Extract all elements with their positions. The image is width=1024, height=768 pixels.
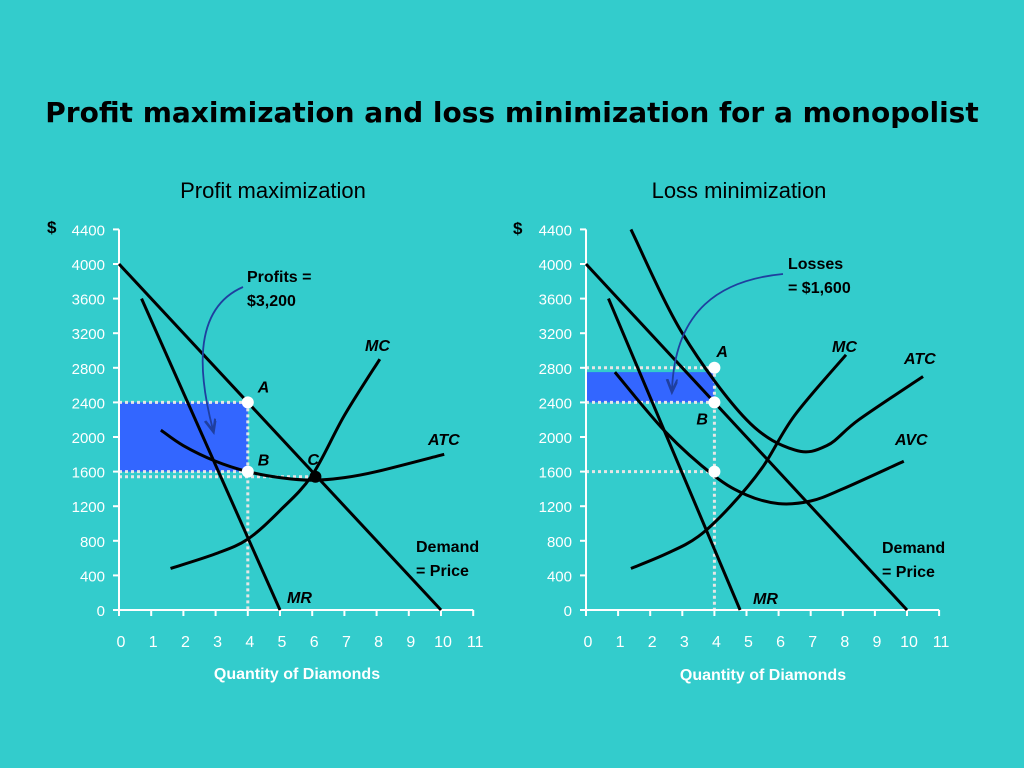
point-a-loss	[708, 361, 721, 374]
point-marker-loss	[708, 465, 721, 478]
curve-mr-profit	[140, 297, 282, 611]
x-tick-label-loss: 8	[840, 634, 849, 651]
x-tick-label-profit: 1	[149, 634, 158, 651]
x-tick-label-loss: 2	[648, 634, 657, 651]
curve-demand-price-profit	[117, 262, 443, 612]
y-axis-label-loss: $	[513, 219, 523, 238]
annotation-arrow-profit	[201, 286, 244, 430]
y-tick-label-profit: 3600	[72, 292, 105, 309]
curve-label-demand-price-profit: = Price	[416, 563, 469, 580]
curve-mc-profit	[170, 358, 382, 570]
y-tick-label-profit: 1200	[72, 499, 105, 516]
curve-label-demand-price-profit: Demand	[416, 539, 479, 556]
y-tick-label-loss: 4000	[539, 257, 572, 274]
slide-title: Profit maximization and loss minimizatio…	[45, 96, 979, 129]
x-tick-label-loss: 0	[584, 634, 593, 651]
point-label-c-profit: C	[307, 452, 319, 469]
curve-label-mr-loss: MR	[753, 591, 778, 608]
y-tick-label-loss: 400	[547, 568, 572, 585]
x-tick-label-profit: 10	[434, 634, 452, 651]
annotation-profit: Profits =	[247, 269, 311, 286]
curve-mc-loss	[630, 353, 848, 570]
curve-atc-profit	[159, 428, 445, 482]
x-tick-label-profit: 5	[278, 634, 287, 651]
curve-label-mc-loss: MC	[832, 339, 857, 356]
y-tick-label-loss: 1200	[539, 499, 572, 516]
x-tick-label-profit: 6	[310, 634, 319, 651]
x-tick-label-profit: 4	[245, 634, 254, 651]
x-axis-label-loss: Quantity of Diamonds	[680, 667, 846, 684]
point-label-a-loss: A	[715, 344, 728, 361]
annotation-profit: $3,200	[247, 293, 296, 310]
y-axis-label-profit: $	[47, 218, 57, 237]
point-label-a-profit: A	[257, 379, 270, 396]
annotation-loss: = $1,600	[788, 280, 851, 297]
y-tick-label-loss: 2000	[539, 430, 572, 447]
x-tick-label-profit: 0	[117, 634, 126, 651]
x-tick-label-loss: 1	[616, 634, 625, 651]
annotation-loss: Losses	[788, 256, 843, 273]
y-tick-label-loss: 3600	[539, 292, 572, 309]
y-tick-label-loss: 0	[564, 603, 572, 620]
y-tick-label-profit: 800	[80, 534, 105, 551]
y-tick-label-profit: 2800	[72, 361, 105, 378]
y-tick-label-loss: 2400	[539, 395, 572, 412]
curve-avc-loss	[613, 371, 905, 506]
x-tick-label-loss: 4	[712, 634, 721, 651]
annotation-arrow-loss	[672, 273, 784, 390]
y-tick-label-profit: 0	[97, 603, 105, 620]
y-tick-label-profit: 2000	[72, 430, 105, 447]
curve-label-mc-profit: MC	[365, 338, 390, 355]
x-tick-label-profit: 11	[467, 634, 484, 651]
curve-label-demand-price-loss: Demand	[882, 540, 945, 557]
shaded-region-profit	[119, 402, 248, 472]
y-tick-label-profit: 4000	[72, 257, 105, 274]
x-axis-label-profit: Quantity of Diamonds	[214, 666, 380, 683]
x-tick-label-loss: 7	[808, 634, 817, 651]
y-tick-label-profit: 400	[80, 568, 105, 585]
x-tick-label-loss: 3	[680, 634, 689, 651]
x-tick-label-profit: 9	[406, 634, 415, 651]
point-a-profit	[241, 396, 254, 409]
y-tick-label-profit: 1600	[72, 465, 105, 482]
x-tick-label-profit: 8	[374, 634, 383, 651]
chart-title-loss: Loss minimization	[651, 178, 827, 203]
x-tick-label-loss: 9	[872, 634, 881, 651]
curve-demand-price-loss	[584, 262, 909, 612]
chart-title-profit: Profit maximization	[180, 178, 366, 203]
x-tick-label-profit: 7	[342, 634, 351, 651]
x-tick-label-loss: 5	[744, 634, 753, 651]
x-tick-label-profit: 3	[213, 634, 222, 651]
curve-mr-loss	[607, 298, 742, 611]
x-tick-label-loss: 6	[776, 634, 785, 651]
curve-atc-loss	[629, 228, 924, 454]
point-b-loss	[708, 396, 721, 409]
curve-label-atc-loss: ATC	[903, 351, 936, 368]
y-tick-label-loss: 4400	[539, 222, 572, 239]
x-tick-label-loss: 11	[933, 634, 950, 651]
point-label-b-loss: B	[696, 411, 708, 428]
y-tick-label-loss: 2800	[539, 361, 572, 378]
curve-label-mr-profit: MR	[287, 590, 312, 607]
y-tick-label-profit: 2400	[72, 395, 105, 412]
y-tick-label-profit: 4400	[72, 222, 105, 239]
x-tick-label-profit: 2	[181, 634, 190, 651]
y-tick-label-loss: 3200	[539, 326, 572, 343]
point-b-profit	[241, 465, 254, 478]
point-c-profit	[309, 470, 322, 483]
curve-label-demand-price-loss: = Price	[882, 564, 935, 581]
curve-label-avc-loss: AVC	[894, 432, 928, 449]
y-tick-label-profit: 3200	[72, 326, 105, 343]
y-tick-label-loss: 1600	[539, 465, 572, 482]
y-tick-label-loss: 800	[547, 534, 572, 551]
point-label-b-profit: B	[258, 453, 270, 470]
x-tick-label-loss: 10	[900, 634, 918, 651]
curve-label-atc-profit: ATC	[427, 432, 460, 449]
